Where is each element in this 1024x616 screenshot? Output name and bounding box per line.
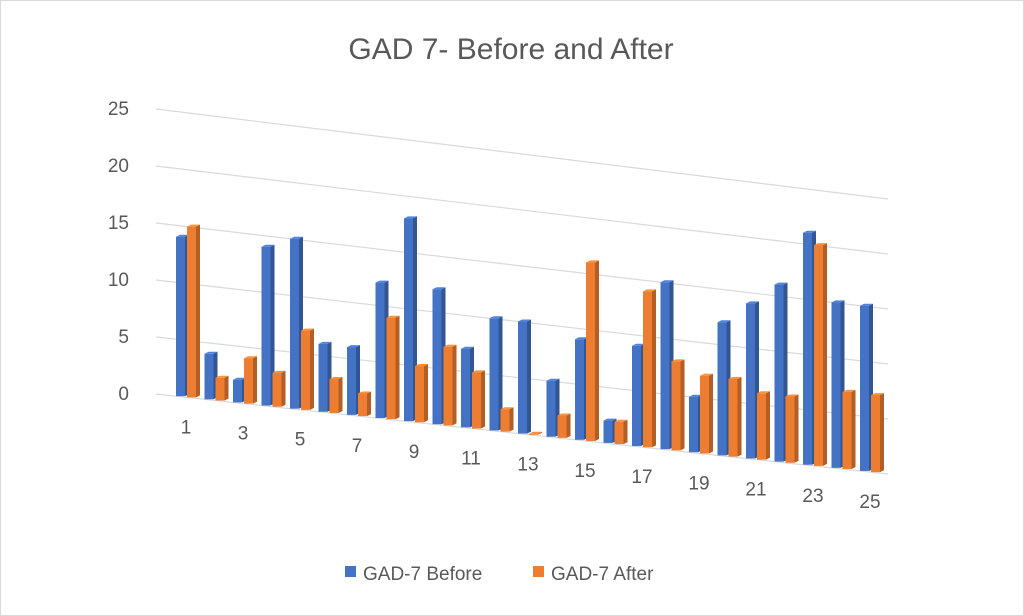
bar-after-5 (301, 328, 314, 410)
x-tick-label: 25 (859, 492, 880, 513)
chart-title: GAD 7- Before and After (348, 33, 673, 66)
y-tick-label: 25 (108, 99, 129, 120)
bar-after-9 (415, 364, 428, 423)
bar-after-6 (329, 377, 343, 413)
bar-after-4 (272, 370, 286, 407)
x-tick-label: 17 (631, 467, 652, 488)
bar-after-20 (728, 376, 742, 457)
bar-after-13 (529, 431, 542, 435)
y-tick-label: 0 (118, 384, 129, 405)
x-tick-label: 19 (688, 473, 709, 494)
bar-after-15 (586, 260, 599, 441)
y-axis-ticks: 0 5 10 15 20 25 (108, 99, 129, 405)
bar-before-12 (489, 316, 503, 431)
gridline-25 (155, 108, 889, 200)
bar-after-7 (358, 391, 371, 417)
bar-after-23 (814, 243, 827, 466)
bar-after-11 (472, 370, 485, 429)
bar-after-19 (700, 373, 713, 454)
bar-after-3 (244, 356, 257, 404)
x-tick-label: 1 (181, 417, 192, 438)
bars (176, 216, 884, 473)
x-tick-label: 3 (238, 424, 249, 445)
x-tick-label: 23 (802, 486, 823, 507)
bar-after-17 (643, 289, 656, 448)
x-tick-label: 21 (745, 480, 766, 501)
bar-after-2 (215, 375, 229, 401)
legend: GAD-7 Before GAD-7 After (345, 564, 654, 585)
x-tick-label: 11 (461, 448, 481, 469)
y-tick-label: 10 (108, 270, 129, 291)
legend-swatch-before (345, 566, 356, 577)
bar-after-16 (614, 419, 628, 445)
bar-after-24 (842, 389, 856, 470)
x-tick-label: 5 (295, 430, 306, 451)
legend-label-after: GAD-7 After (551, 564, 654, 585)
gridline-15 (155, 222, 889, 310)
bar-after-22 (785, 394, 799, 463)
legend-label-before: GAD-7 Before (363, 564, 482, 585)
bar-after-1 (187, 224, 200, 398)
bar-after-10 (443, 344, 457, 426)
y-tick-label: 15 (108, 213, 129, 234)
x-tick-label: 13 (517, 455, 538, 476)
x-tick-label: 7 (352, 436, 363, 457)
y-tick-label: 5 (118, 327, 129, 348)
x-tick-label: 15 (574, 461, 595, 482)
bar-after-8 (386, 315, 400, 420)
gridline-0 (155, 393, 889, 475)
legend-swatch-after (533, 566, 544, 577)
gridline-20 (155, 165, 889, 255)
bar-after-14 (557, 413, 571, 438)
bar-after-25 (871, 393, 884, 473)
bar-before-4 (261, 244, 275, 406)
y-tick-label: 20 (108, 156, 129, 177)
bar-before-13 (518, 319, 531, 434)
x-tick-label: 9 (409, 442, 420, 463)
bar-after-18 (671, 359, 685, 451)
x-axis-ticks: 1 3 5 7 9 11 13 15 17 19 21 23 25 (181, 417, 881, 513)
bar-after-21 (757, 391, 770, 460)
bar-after-12 (500, 407, 514, 432)
